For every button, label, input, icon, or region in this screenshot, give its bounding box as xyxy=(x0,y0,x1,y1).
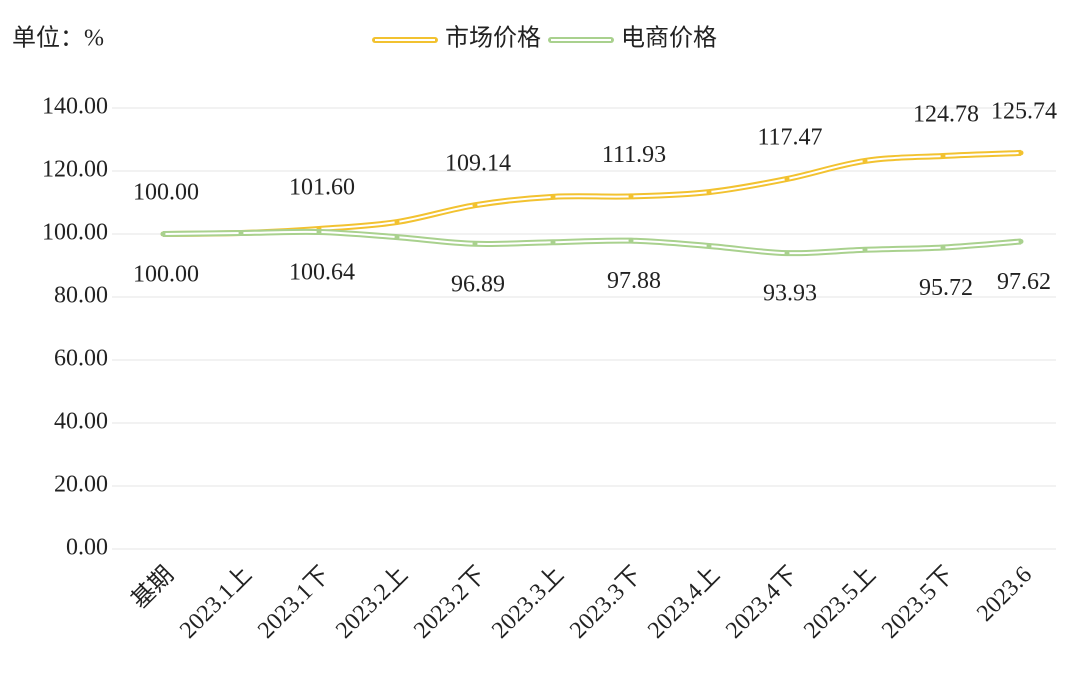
y-tick-label: 100.00 xyxy=(42,220,108,246)
point xyxy=(1018,238,1024,244)
data-label: 100.00 xyxy=(133,180,199,206)
point xyxy=(628,238,634,244)
point xyxy=(784,250,790,256)
data-label: 117.47 xyxy=(757,124,822,150)
point xyxy=(394,219,400,225)
point xyxy=(706,243,712,249)
point xyxy=(940,244,946,250)
data-label: 93.93 xyxy=(763,281,817,307)
point xyxy=(472,202,478,208)
point xyxy=(862,158,868,164)
legend-label: 市场价格 xyxy=(445,25,541,52)
data-label: 97.88 xyxy=(607,268,661,294)
series-line-core xyxy=(162,230,1022,255)
data-label: 97.62 xyxy=(997,269,1051,295)
point xyxy=(1018,150,1024,156)
y-tick-label: 20.00 xyxy=(54,472,108,498)
data-label: 96.89 xyxy=(451,271,505,297)
x-tick-label: 2023.3上 xyxy=(486,561,569,644)
data-label: 109.14 xyxy=(445,151,511,177)
data-label: 125.74 xyxy=(991,98,1057,124)
x-tick-label: 2023.1上 xyxy=(174,561,257,644)
x-tick-label: 2023.2上 xyxy=(330,561,413,644)
data-label: 111.93 xyxy=(602,142,666,168)
point xyxy=(550,194,556,200)
point xyxy=(472,241,478,247)
y-tick-label: 80.00 xyxy=(54,283,108,309)
point xyxy=(940,153,946,159)
y-tick-label: 40.00 xyxy=(54,409,108,435)
point xyxy=(316,229,322,235)
x-tick-label: 2023.1下 xyxy=(253,562,335,644)
x-tick-label: 2023.3下 xyxy=(565,562,647,644)
x-tick-label: 2023.5下 xyxy=(877,562,959,644)
point xyxy=(238,230,244,236)
data-label: 101.60 xyxy=(289,174,355,200)
legend-label: 电商价格 xyxy=(621,25,717,52)
x-tick-label: 2023.4上 xyxy=(642,561,725,644)
data-label: 124.78 xyxy=(913,101,979,127)
x-tick-label: 2023.4下 xyxy=(721,562,803,644)
y-tick-label: 120.00 xyxy=(42,157,108,183)
point xyxy=(784,176,790,182)
x-tick-label: 2023.2下 xyxy=(409,562,491,644)
y-tick-label: 140.00 xyxy=(42,94,108,120)
y-tick-label: 0.00 xyxy=(66,535,108,561)
point xyxy=(550,239,556,245)
point xyxy=(862,247,868,253)
x-tick-label: 2023.6 xyxy=(972,562,1037,627)
data-label: 100.64 xyxy=(289,259,355,285)
point xyxy=(394,234,400,240)
point xyxy=(628,193,634,199)
x-tick-label: 基期 xyxy=(126,561,179,614)
chart-title: 单位：% xyxy=(12,25,104,52)
y-tick-label: 60.00 xyxy=(54,346,108,372)
data-label: 100.00 xyxy=(133,262,199,288)
point xyxy=(160,231,166,237)
point xyxy=(706,189,712,195)
data-label: 95.72 xyxy=(919,275,973,301)
x-tick-label: 2023.5上 xyxy=(798,561,881,644)
